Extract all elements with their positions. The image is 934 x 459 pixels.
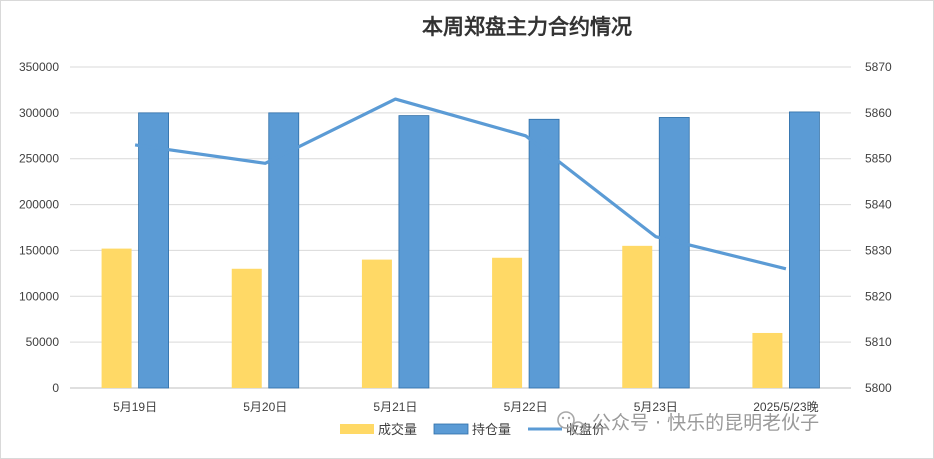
left-tick-label: 300000 (19, 106, 59, 120)
volume-bar (492, 257, 523, 388)
close-price-line (134, 97, 787, 271)
legend-swatch (433, 423, 469, 435)
x-tick-label: 5月20日 (243, 400, 287, 414)
left-tick-label: 200000 (19, 198, 59, 212)
left-axis: 0 50000 100000 150000 200000 250000 300000 3500… (19, 60, 59, 395)
open-interest-bar (789, 111, 820, 389)
bars (101, 111, 820, 389)
left-tick-label: 0 (52, 381, 59, 395)
x-tick-label: 5月22日 (504, 400, 548, 414)
left-tick-label: 100000 (19, 289, 59, 303)
open-interest-bar (658, 117, 690, 389)
volume-bar (231, 268, 262, 388)
volume-bar (361, 259, 392, 388)
right-tick-label: 5870 (865, 60, 892, 74)
x-tick-label: 5月19日 (113, 400, 157, 414)
right-tick-label: 5800 (865, 381, 892, 395)
right-axis: 5800 5810 5820 5830 5840 5850 5860 5870 (865, 60, 892, 395)
open-interest-bar (528, 118, 560, 389)
wechat-icon (557, 411, 585, 435)
volume-bar (752, 332, 783, 388)
left-tick-label: 250000 (19, 152, 59, 166)
watermark: 公众号 · 快乐的昆明老伙子 (557, 411, 819, 435)
gridlines (70, 66, 851, 389)
right-tick-label: 5850 (865, 152, 892, 166)
left-tick-label: 50000 (26, 335, 60, 349)
right-tick-label: 5860 (865, 106, 892, 120)
x-axis: 5月19日 5月20日 5月21日 5月22日 5月23日 2025/5/23晚 (113, 400, 819, 414)
open-interest-bar (398, 115, 430, 389)
x-tick-label: 2025/5/23晚 (753, 400, 818, 414)
right-tick-label: 5810 (865, 335, 892, 349)
left-tick-label: 150000 (19, 243, 59, 257)
watermark-text: 公众号 · 快乐的昆明老伙子 (592, 412, 819, 434)
x-tick-label: 5月23日 (634, 400, 678, 414)
right-tick-label: 5820 (865, 289, 892, 303)
legend-label: 持仓量 (472, 423, 511, 438)
x-tick-label: 5月21日 (373, 400, 417, 414)
close-price-series (134, 97, 787, 271)
right-tick-label: 5840 (865, 198, 892, 212)
chart-title: 本周郑盘主力合约情况 (422, 14, 632, 39)
legend: 成交量 持仓量 收盘价 (340, 422, 605, 438)
left-tick-label: 350000 (19, 60, 59, 74)
legend-label: 成交量 (378, 422, 417, 438)
open-interest-bar (138, 112, 169, 389)
volume-bar (622, 245, 653, 388)
right-tick-label: 5830 (865, 243, 892, 257)
legend-swatch (340, 424, 374, 434)
volume-bar (101, 248, 132, 388)
